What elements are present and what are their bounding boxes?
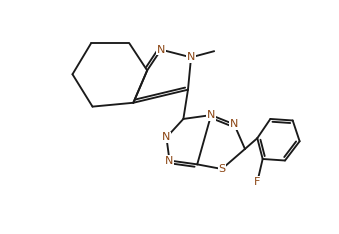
Text: N: N (230, 119, 238, 129)
Text: N: N (165, 156, 174, 165)
Text: S: S (218, 164, 225, 174)
Text: N: N (162, 132, 171, 143)
Text: N: N (187, 52, 195, 62)
Text: N: N (207, 110, 215, 120)
Text: F: F (254, 177, 260, 187)
Text: N: N (157, 45, 165, 55)
